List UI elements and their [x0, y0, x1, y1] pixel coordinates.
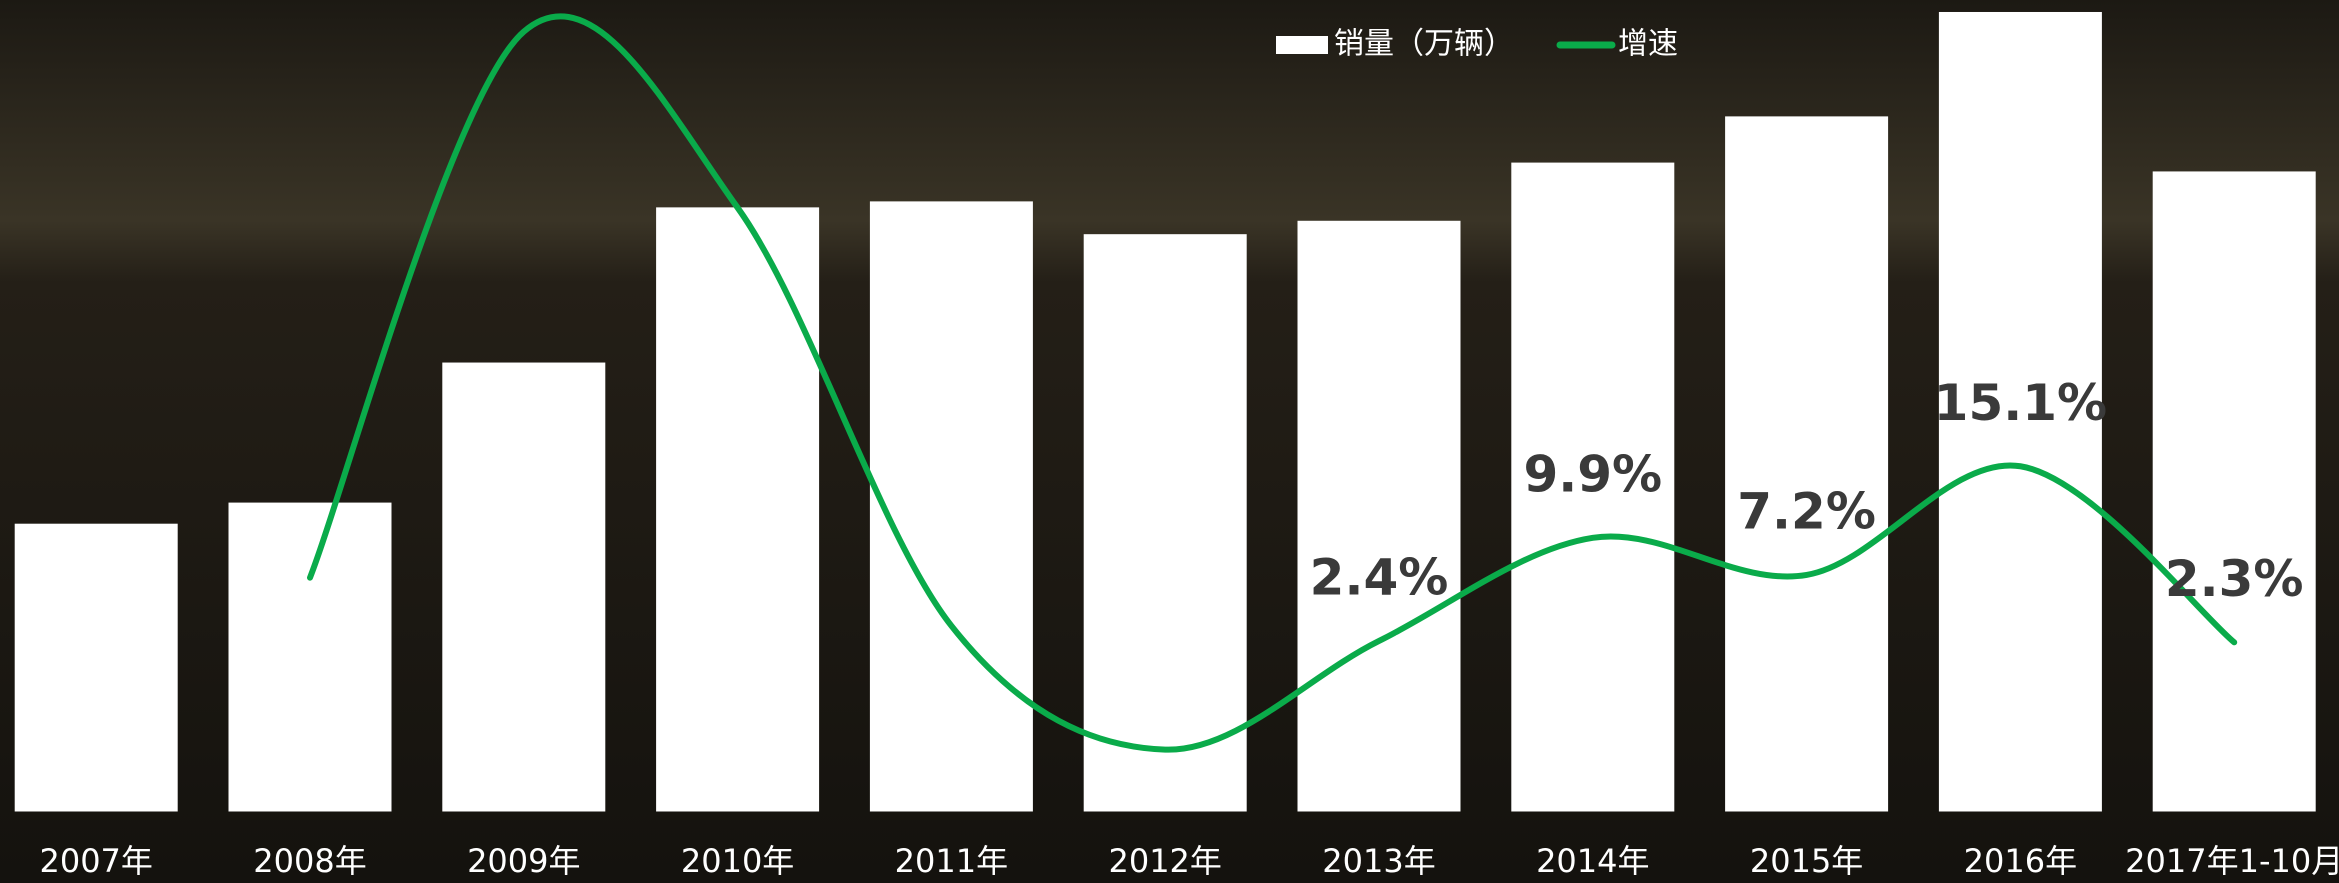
bar: [442, 362, 606, 812]
x-tick-label: 2008年: [253, 842, 366, 880]
data-label: 2.3%: [2165, 550, 2304, 608]
x-tick-label: 2016年: [1964, 842, 2077, 880]
legend-label: 增速: [1618, 27, 1678, 62]
x-tick-label: 2010年: [681, 842, 794, 880]
x-tick-label: 2017年1-10月: [2125, 842, 2339, 880]
bar: [656, 207, 820, 812]
x-tick-label: 2009年: [467, 842, 580, 880]
line: [307, 13, 2238, 753]
legend-label: 销量（万辆）: [1334, 27, 1514, 62]
bar: [1511, 162, 1675, 812]
data-label: 15.1%: [1934, 374, 2107, 432]
x-tick-label: 2014年: [1536, 842, 1649, 880]
bar: [1725, 116, 1889, 812]
legend-swatch: [1276, 36, 1328, 54]
x-tick-label: 2013年: [1322, 842, 1435, 880]
bar: [2152, 171, 2316, 812]
data-label: 2.4%: [1310, 548, 1449, 606]
bar: [1083, 234, 1247, 812]
x-tick-label: 2012年: [1108, 842, 1221, 880]
bar: [1297, 220, 1461, 812]
x-tick-label: 2011年: [895, 842, 1008, 880]
bar: [869, 201, 1033, 812]
plot-area: 2007年 2008年 2009年 2010年 2011年 2012年 2013年 2014年…: [14, 11, 2339, 880]
bar: [1938, 11, 2102, 812]
bar: [228, 502, 392, 812]
data-label: 7.2%: [1737, 482, 1876, 540]
x-tick-label: 2015年: [1750, 842, 1863, 880]
data-label: 9.9%: [1523, 445, 1662, 503]
x-tick-label: 2007年: [39, 842, 152, 880]
bar: [14, 523, 178, 812]
